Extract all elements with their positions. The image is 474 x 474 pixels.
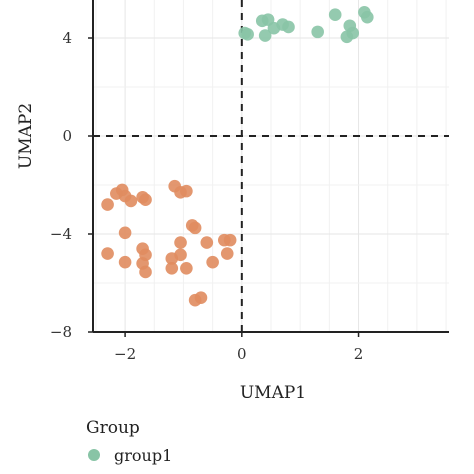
point-group2 — [165, 262, 179, 275]
y-tick-label: 4 — [62, 29, 72, 47]
point-group2 — [174, 236, 187, 249]
x-tick-label: 2 — [354, 345, 364, 363]
point-group2 — [118, 255, 132, 269]
point-group1 — [258, 29, 272, 42]
point-group2 — [139, 193, 152, 206]
point-group2 — [165, 252, 179, 265]
y-tick-label: −4 — [50, 225, 72, 243]
legend-label: group1 — [114, 445, 173, 465]
point-group1 — [311, 25, 324, 39]
y-tick-label: −8 — [50, 323, 72, 341]
point-group2 — [220, 247, 234, 260]
point-group2 — [180, 184, 193, 198]
point-group2 — [180, 262, 193, 275]
point-group2 — [101, 247, 114, 260]
point-group1 — [328, 8, 342, 22]
y-tick-label: 0 — [62, 127, 72, 145]
point-group2 — [206, 255, 219, 269]
point-group1 — [282, 20, 295, 34]
point-group1 — [360, 10, 374, 24]
x-tick-label: −2 — [114, 345, 136, 363]
x-axis-title: UMAP1 — [240, 383, 306, 403]
legend-item-group1: group1 — [88, 444, 172, 466]
point-group1 — [241, 28, 254, 41]
point-group2 — [101, 198, 114, 211]
point-group2 — [124, 194, 138, 208]
point-group1 — [340, 30, 354, 44]
point-group2 — [223, 233, 237, 247]
legend-title: Group — [86, 418, 140, 438]
x-tick-label: 0 — [237, 345, 247, 363]
point-group2 — [118, 226, 132, 240]
legend-swatch — [88, 449, 100, 461]
y-axis-title: UMAP2 — [16, 103, 36, 169]
point-group2 — [188, 293, 202, 307]
point-group2 — [200, 236, 214, 249]
point-group2 — [188, 221, 202, 235]
legend: Group group1 — [86, 418, 172, 466]
point-group2 — [139, 265, 152, 279]
